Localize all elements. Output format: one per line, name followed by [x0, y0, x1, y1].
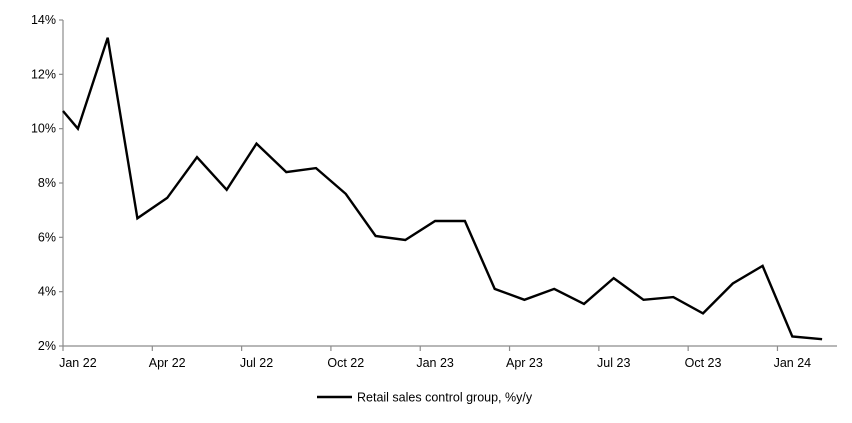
y-tick-label: 2% [38, 339, 56, 353]
y-tick-label: 14% [31, 13, 56, 27]
x-tick-label: Oct 22 [327, 356, 364, 370]
x-tick-label: Jan 24 [774, 356, 812, 370]
x-tick-label: Jan 22 [59, 356, 97, 370]
retail-sales-series-line [62, 37, 823, 341]
y-tick-label: 10% [31, 122, 56, 136]
x-tick-label: Oct 23 [685, 356, 722, 370]
x-tick-label: Apr 23 [506, 356, 543, 370]
legend: Retail sales control group, %y/y [317, 391, 533, 405]
y-tick-label: 8% [38, 176, 56, 190]
y-axis-ticks: 2% 4% 6% 8% 10% 12% 14% [31, 13, 63, 353]
x-tick-label: Jul 23 [597, 356, 630, 370]
x-tick-label: Apr 22 [149, 356, 186, 370]
legend-label: Retail sales control group, %y/y [357, 391, 533, 405]
y-tick-label: 6% [38, 230, 56, 244]
y-tick-label: 12% [31, 67, 56, 81]
y-tick-label: 4% [38, 285, 56, 299]
x-axis-ticks: Jan 22 Apr 22 Jul 22 Oct 22 Jan 23 Apr 23 Jul … [59, 346, 811, 370]
x-tick-label: Jul 22 [240, 356, 273, 370]
x-tick-label: Jan 23 [416, 356, 454, 370]
